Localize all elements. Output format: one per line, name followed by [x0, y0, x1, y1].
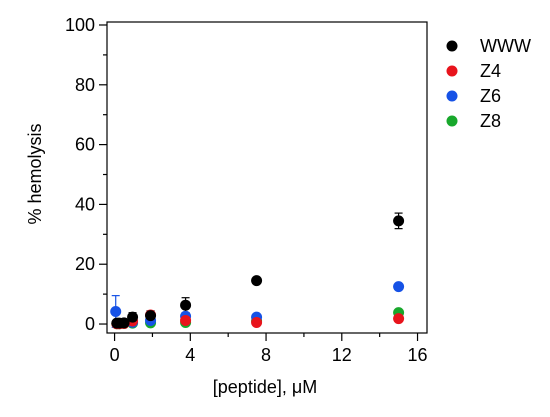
x-tick-label: 8 — [261, 345, 271, 365]
data-point-www — [180, 299, 192, 311]
data-point-z4 — [251, 317, 263, 329]
error-bars-group — [111, 212, 403, 328]
data-point-z4 — [393, 313, 405, 325]
plot-frame — [106, 21, 428, 334]
y-axis-title: % hemolysis — [25, 123, 45, 224]
legend-label-www: WWW — [480, 36, 531, 56]
legend: WWW Z4 Z6 Z8 — [446, 36, 531, 131]
y-tick-label: 100 — [65, 15, 95, 35]
y-tick-label: 20 — [75, 254, 95, 274]
legend-label-z6: Z6 — [480, 86, 501, 106]
y-tick-label: 0 — [85, 314, 95, 334]
data-point-www — [118, 317, 130, 329]
data-point-z4 — [180, 314, 192, 326]
legend-label-z4: Z4 — [480, 61, 501, 81]
legend-marker-www — [446, 40, 458, 52]
y-tick-label: 80 — [75, 75, 95, 95]
x-tick-label: 16 — [408, 345, 428, 365]
legend-label-z8: Z8 — [480, 111, 501, 131]
data-point-z6 — [110, 305, 122, 317]
legend-marker-z6 — [446, 90, 458, 102]
data-point-z6 — [393, 281, 405, 293]
ticks-group: 0 20 40 60 80 100 0 4 8 12 16 — [65, 15, 428, 365]
x-tick-label: 4 — [185, 345, 195, 365]
legend-marker-z4 — [446, 65, 458, 77]
data-point-www — [127, 311, 139, 323]
data-point-www — [251, 275, 263, 287]
legend-marker-z8 — [446, 115, 458, 127]
x-axis-title: [peptide], μM — [213, 377, 317, 397]
y-tick-label: 40 — [75, 194, 95, 214]
y-tick-label: 60 — [75, 135, 95, 155]
data-points-group — [110, 215, 405, 330]
x-tick-label: 12 — [332, 345, 352, 365]
plot-frame-group — [106, 21, 428, 334]
data-point-www — [393, 215, 405, 227]
x-tick-label: 0 — [110, 345, 120, 365]
data-point-www — [145, 310, 157, 322]
